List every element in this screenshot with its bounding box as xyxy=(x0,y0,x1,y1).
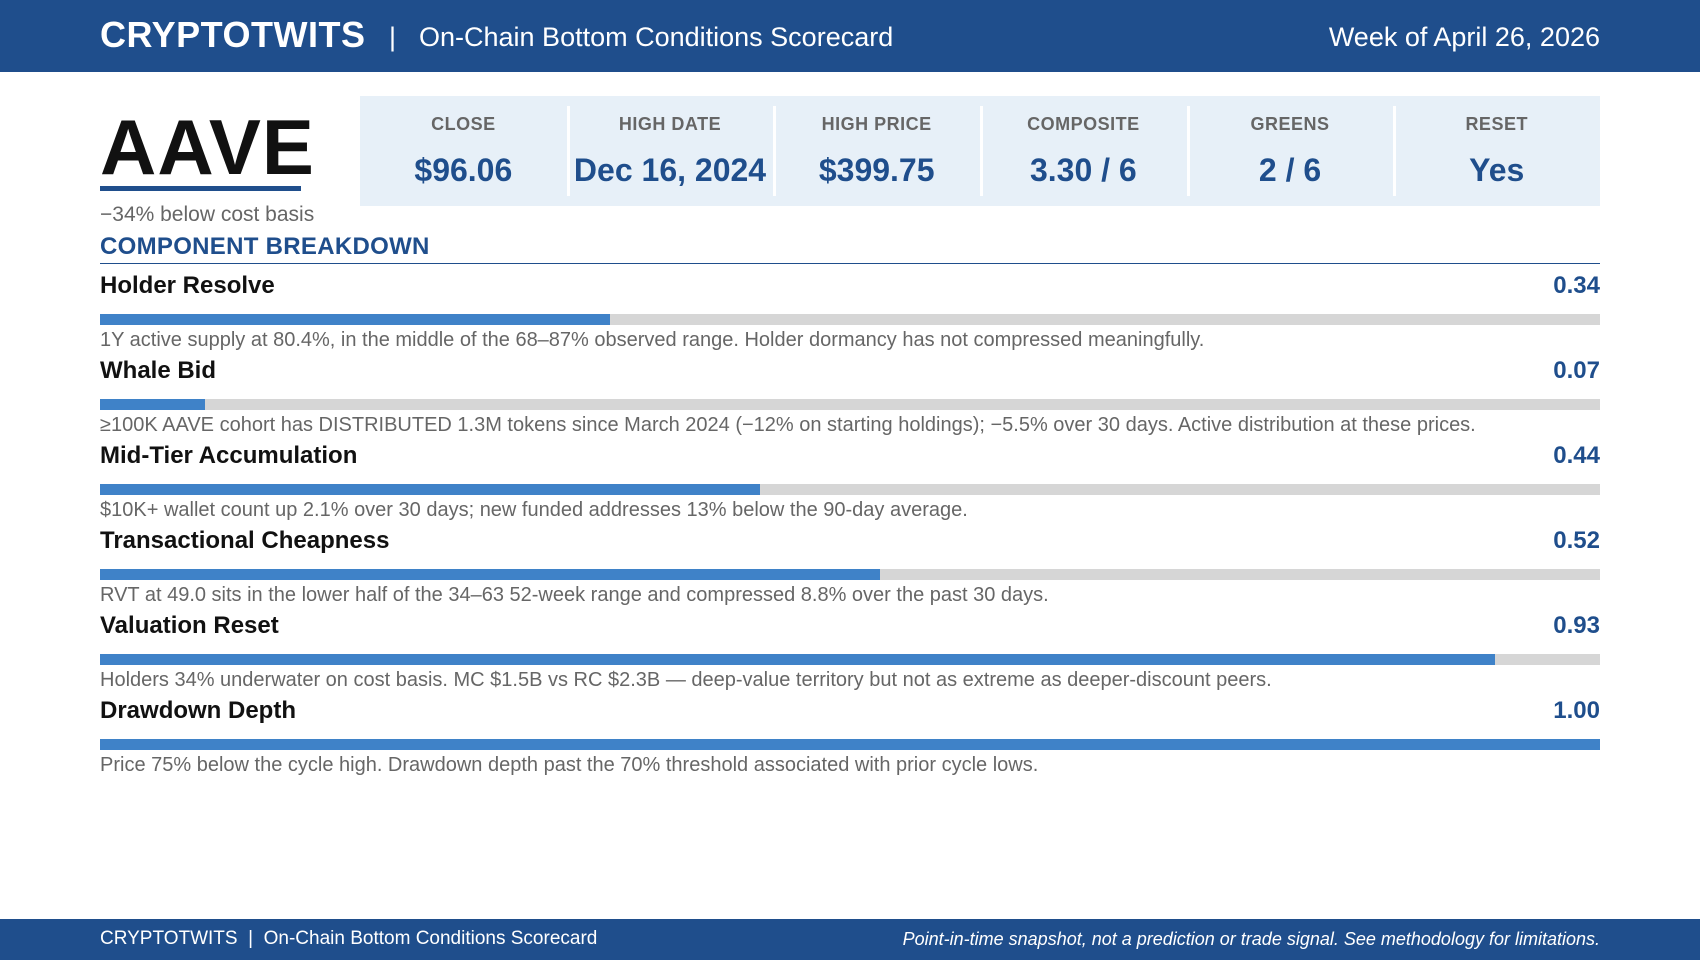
component-name: Holder Resolve xyxy=(100,272,275,299)
component-list: Holder Resolve 0.34 1Y active supply at … xyxy=(100,270,1600,780)
section-divider xyxy=(100,263,1600,264)
section-title: COMPONENT BREAKDOWN xyxy=(100,233,430,260)
brand-name: CRYPTOTWITS xyxy=(100,14,366,55)
component-score: 0.93 xyxy=(1553,612,1600,639)
stat-high-date: HIGH DATE Dec 16, 2024 xyxy=(566,96,774,206)
stat-close: CLOSE $96.06 xyxy=(360,96,567,206)
header-separator: | xyxy=(389,22,397,52)
component-score: 0.52 xyxy=(1553,527,1600,554)
score-bar-track xyxy=(100,654,1600,665)
component-description: RVT at 49.0 sits in the lower half of th… xyxy=(100,584,1049,606)
stat-label: COMPOSITE xyxy=(1027,114,1140,134)
cost-basis-note: −34% below cost basis xyxy=(100,203,315,226)
stat-greens: GREENS 2 / 6 xyxy=(1186,96,1394,206)
score-bar-fill xyxy=(100,739,1600,750)
report-title: On-Chain Bottom Conditions Scorecard xyxy=(419,22,894,52)
stat-value: 3.30 / 6 xyxy=(1029,152,1137,188)
component-drawdown-depth: Drawdown Depth 1.00 Price 75% below the … xyxy=(100,695,1600,780)
component-score: 1.00 xyxy=(1553,697,1600,724)
component-description: Price 75% below the cycle high. Drawdown… xyxy=(100,754,1039,776)
component-description: ≥100K AAVE cohort has DISTRIBUTED 1.3M t… xyxy=(100,414,1476,436)
stat-composite: COMPOSITE 3.30 / 6 xyxy=(980,96,1187,206)
footer-disclaimer: Point-in-time snapshot, not a prediction… xyxy=(902,929,1600,949)
component-description: Holders 34% underwater on cost basis. MC… xyxy=(100,669,1272,691)
component-mid-tier-accumulation: Mid-Tier Accumulation 0.44 $10K+ wallet … xyxy=(100,440,1600,525)
component-name: Mid-Tier Accumulation xyxy=(100,442,358,469)
report-week: Week of April 26, 2026 xyxy=(1328,22,1600,52)
component-score: 0.34 xyxy=(1553,272,1600,299)
stat-label: HIGH DATE xyxy=(618,114,722,134)
stat-label: CLOSE xyxy=(431,114,496,134)
stat-value: Dec 16, 2024 xyxy=(573,152,767,188)
component-whale-bid: Whale Bid 0.07 ≥100K AAVE cohort has DIS… xyxy=(100,355,1600,440)
score-bar-fill xyxy=(100,654,1495,665)
asset-ticker: AAVE xyxy=(100,103,315,191)
stat-value: Yes xyxy=(1469,152,1525,188)
stat-value: 2 / 6 xyxy=(1258,152,1322,188)
ticker-underline xyxy=(100,186,301,191)
component-score: 0.07 xyxy=(1553,357,1600,384)
stat-label: HIGH PRICE xyxy=(821,114,932,134)
component-score: 0.44 xyxy=(1553,442,1600,469)
component-name: Whale Bid xyxy=(100,357,217,384)
score-bar-track xyxy=(100,484,1600,495)
stat-label: RESET xyxy=(1465,114,1528,134)
score-bar-fill xyxy=(100,569,880,580)
component-name: Valuation Reset xyxy=(100,612,279,639)
stat-high-price: HIGH PRICE $399.75 xyxy=(773,96,980,206)
score-bar-fill xyxy=(100,484,760,495)
component-name: Drawdown Depth xyxy=(100,697,296,724)
score-bar-track xyxy=(100,314,1600,325)
score-bar-track xyxy=(100,399,1600,410)
header-bar: CRYPTOTWITS | On-Chain Bottom Conditions… xyxy=(0,0,1700,72)
component-valuation-reset: Valuation Reset 0.93 Holders 34% underwa… xyxy=(100,610,1600,695)
stat-reset: RESET Yes xyxy=(1393,96,1600,206)
footer-bar: CRYPTOTWITS | On-Chain Bottom Conditions… xyxy=(0,919,1700,960)
score-bar-fill xyxy=(100,399,205,410)
component-holder-resolve: Holder Resolve 0.34 1Y active supply at … xyxy=(100,270,1600,355)
score-bar-track xyxy=(100,739,1600,750)
score-bar-fill xyxy=(100,314,610,325)
component-description: $10K+ wallet count up 2.1% over 30 days;… xyxy=(100,499,968,521)
footer-title: CRYPTOTWITS | On-Chain Bottom Conditions… xyxy=(100,928,598,949)
component-name: Transactional Cheapness xyxy=(100,527,390,554)
score-bar-track xyxy=(100,569,1600,580)
stat-value: $96.06 xyxy=(414,152,513,188)
stat-value: $399.75 xyxy=(818,152,935,188)
component-transactional-cheapness: Transactional Cheapness 0.52 RVT at 49.0… xyxy=(100,525,1600,610)
stat-label: GREENS xyxy=(1250,114,1330,134)
component-description: 1Y active supply at 80.4%, in the middle… xyxy=(100,329,1205,351)
stats-panel: CLOSE $96.06 HIGH DATE Dec 16, 2024 HIGH… xyxy=(360,96,1600,206)
